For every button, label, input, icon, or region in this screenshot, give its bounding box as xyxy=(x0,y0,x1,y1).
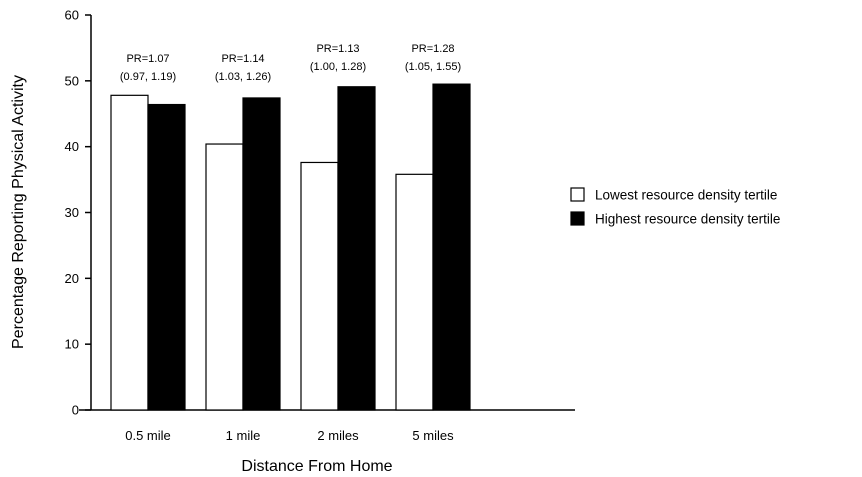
bar-lowest-2 xyxy=(205,143,244,411)
ci-label: (1.03, 1.26) xyxy=(215,71,271,83)
pr-label: PR=1.28 xyxy=(411,43,454,55)
legend-swatch-lowest xyxy=(570,187,585,202)
y-ticks: 0 10 20 30 40 50 60 xyxy=(65,8,91,418)
y-tick-label: 10 xyxy=(65,337,79,352)
y-tick-label: 20 xyxy=(65,271,79,286)
x-tick-labels: 0.5 mile 1 mile 2 miles 5 miles xyxy=(125,428,454,443)
bar-lowest-1 xyxy=(110,94,149,411)
ci-label: (1.05, 1.55) xyxy=(405,61,461,73)
y-tick-label: 40 xyxy=(65,139,79,154)
annotations: PR=1.07 (0.97, 1.19) PR=1.14 (1.03, 1.26) PR… xyxy=(120,43,461,83)
legend-label-lowest: Lowest resource density tertile xyxy=(595,188,777,203)
pr-label: PR=1.13 xyxy=(316,43,359,55)
x-tick-label: 5 miles xyxy=(412,428,454,443)
x-axis-title: Distance From Home xyxy=(241,458,392,475)
pr-label: PR=1.14 xyxy=(221,53,264,65)
y-tick-label: 30 xyxy=(65,205,79,220)
pr-label: PR=1.07 xyxy=(126,53,169,65)
y-tick-label: 0 xyxy=(72,403,79,418)
bar-lowest-4 xyxy=(395,173,434,411)
bar-highest-2 xyxy=(242,97,281,411)
y-tick-label: 60 xyxy=(65,8,79,23)
x-tick-label: 1 mile xyxy=(226,428,261,443)
bar-highest-4 xyxy=(432,83,471,411)
x-tick-label: 2 miles xyxy=(317,428,359,443)
y-tick-label: 50 xyxy=(65,73,79,88)
bars xyxy=(110,83,471,411)
x-tick-label: 0.5 mile xyxy=(125,428,171,443)
ci-label: (0.97, 1.19) xyxy=(120,71,176,83)
bar-highest-3 xyxy=(337,86,376,411)
legend: Lowest resource density tertile Highest r… xyxy=(570,187,780,227)
legend-swatch-highest xyxy=(570,211,585,226)
bar-lowest-3 xyxy=(300,161,339,411)
legend-label-highest: Highest resource density tertile xyxy=(595,212,780,227)
ci-label: (1.00, 1.28) xyxy=(310,61,366,73)
bar-highest-1 xyxy=(147,103,186,411)
y-axis-title: Percentage Reporting Physical Activity xyxy=(10,75,27,349)
